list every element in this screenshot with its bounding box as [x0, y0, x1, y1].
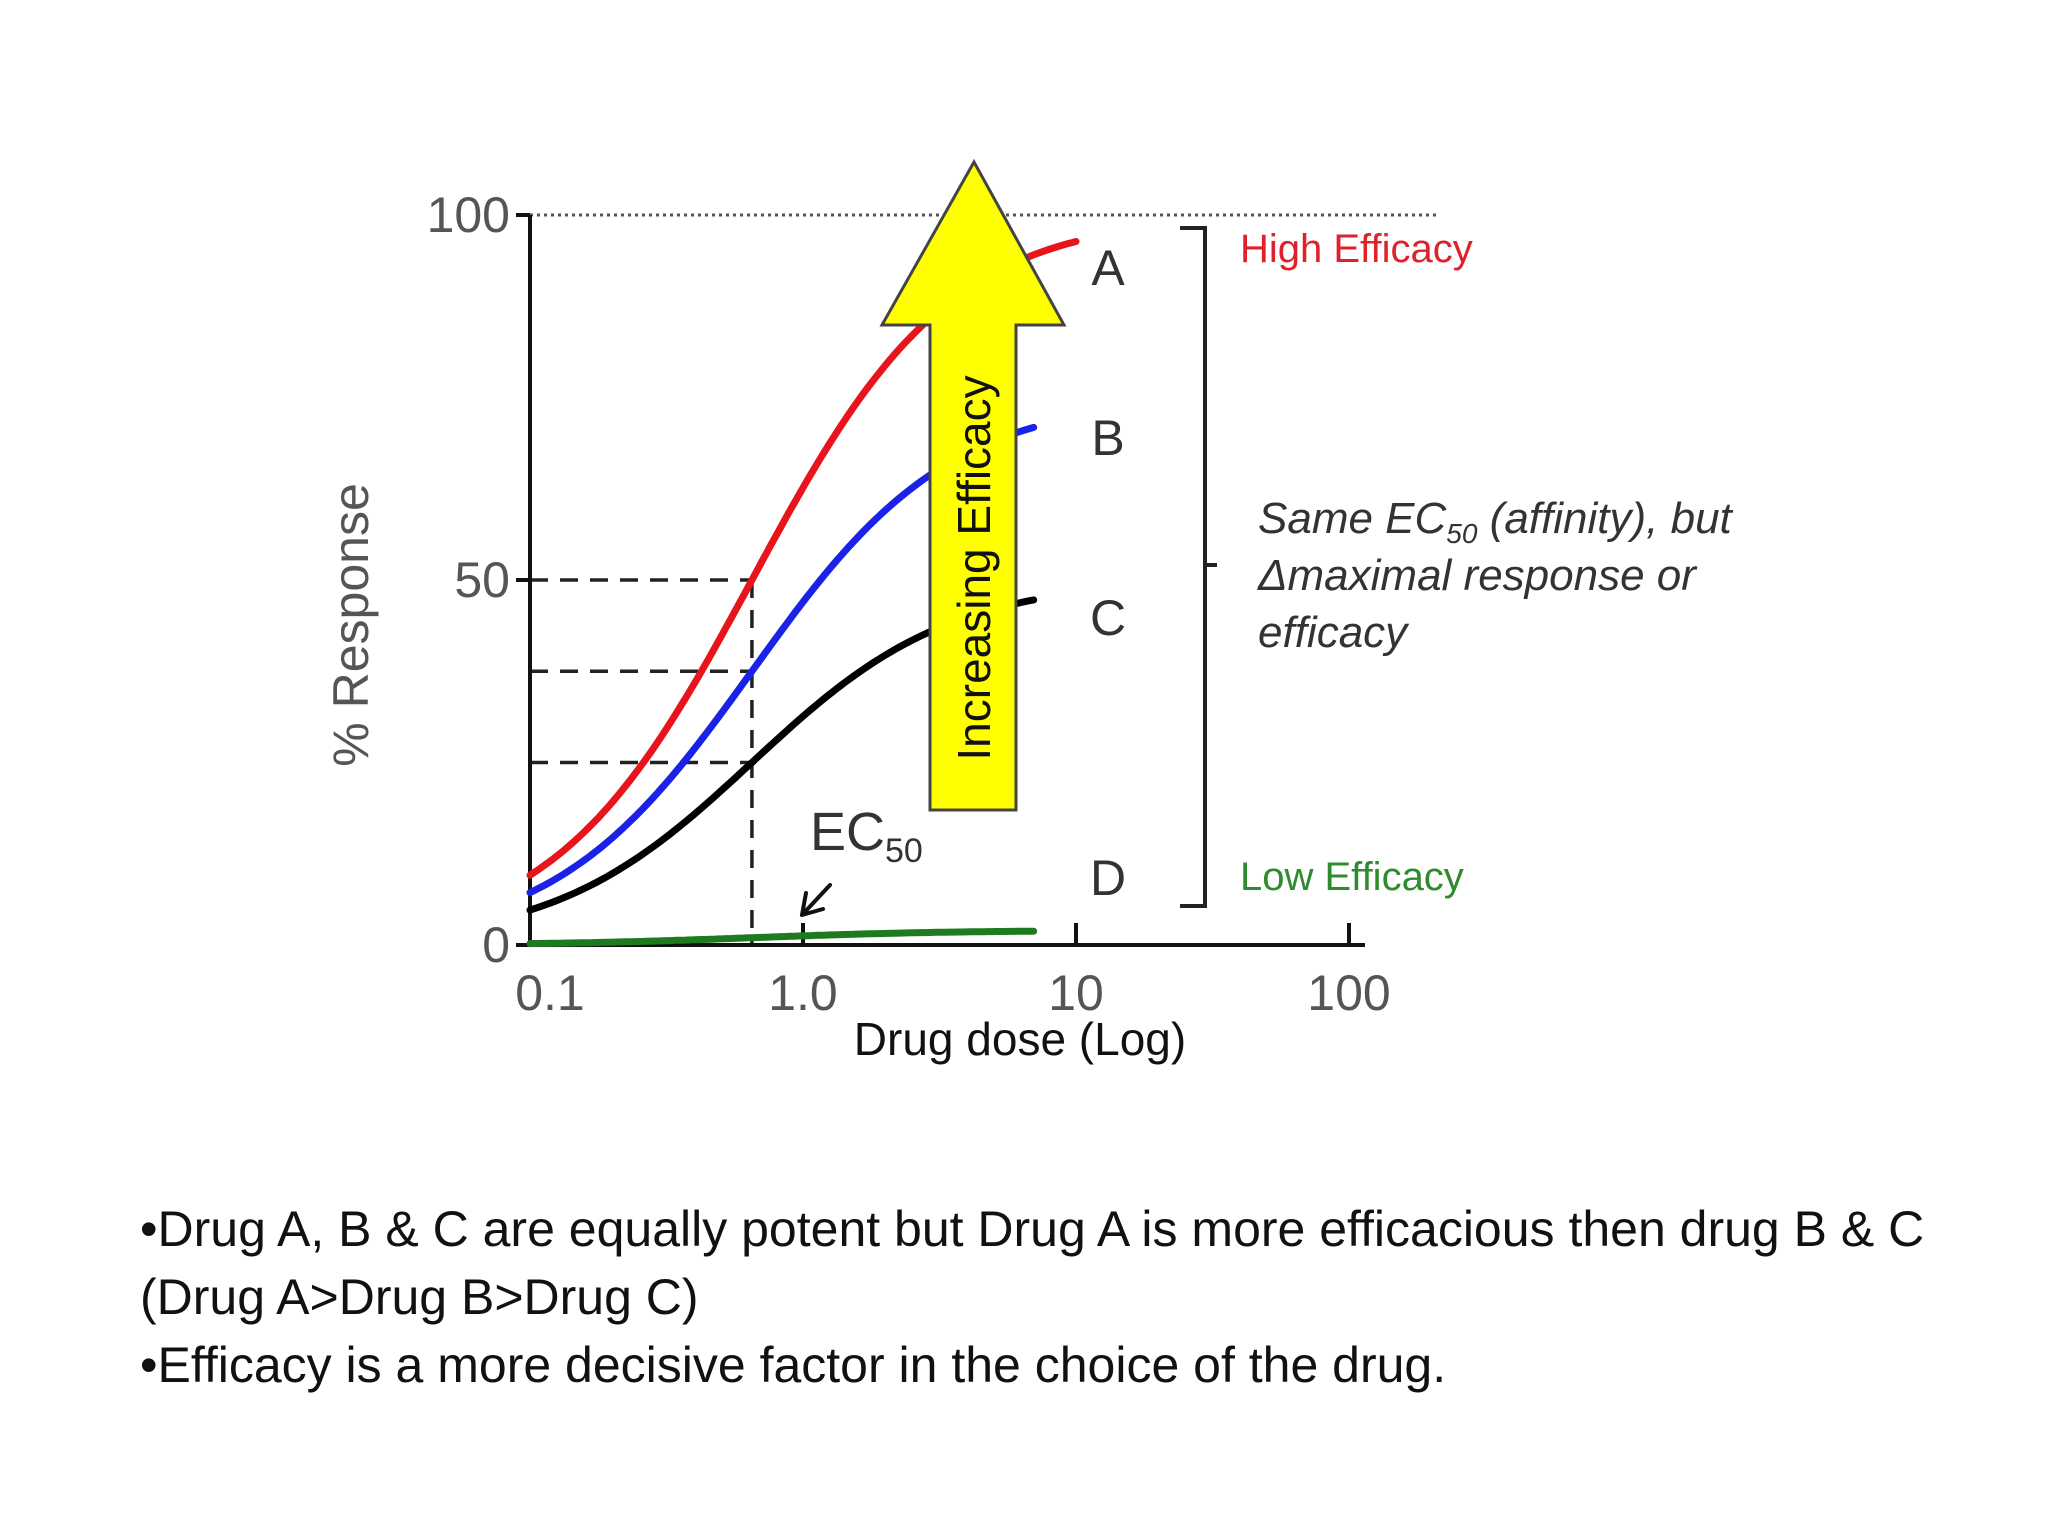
x-tick-label: 1.0 [768, 965, 838, 1021]
x-tick-label: 0.1 [515, 965, 585, 1021]
curve-label-A: A [1091, 240, 1125, 296]
bullet-2: •Efficacy is a more decisive factor in t… [140, 1337, 1447, 1393]
bracket [1180, 226, 1217, 908]
curve-label-C: C [1090, 590, 1126, 646]
curve-label-D: D [1090, 850, 1126, 906]
y-tick-label: 50 [454, 552, 510, 608]
x-tick-label: 100 [1307, 965, 1390, 1021]
y-axis-label: % Response [323, 483, 379, 767]
x-axis-label: Drug dose (Log) [853, 1013, 1187, 1065]
y-tick-label: 100 [427, 187, 510, 243]
curve-labels: A B C D [1090, 240, 1126, 906]
axes: 0.1 1.0 10 100 0 50 100 [427, 187, 1391, 1021]
bullet-list: •Drug A, B & C are equally potent but Dr… [140, 1195, 1960, 1399]
note-line-2: Δmaximal response or [1257, 551, 1698, 600]
yellow-arrow-shape [879, 158, 1067, 812]
increasing-efficacy-arrow: Increasing Efficacy [879, 158, 1067, 812]
y-tick-label: 0 [482, 917, 510, 973]
ec50-pointer-arrow [800, 883, 832, 917]
arrow-label: Increasing Efficacy [948, 375, 1000, 760]
low-efficacy-label: Low Efficacy [1240, 855, 1464, 899]
high-efficacy-label: High Efficacy [1240, 227, 1473, 271]
bullet-1: •Drug A, B & C are equally potent but Dr… [140, 1201, 1925, 1325]
x-tick-label: 10 [1048, 965, 1104, 1021]
note-line-1: Same EC50 (affinity), but [1258, 494, 1734, 549]
curve-label-B: B [1091, 410, 1124, 466]
curve-D [526, 927, 1038, 948]
dose-response-chart: 0.1 1.0 10 100 0 50 100 Increasing Efficacy A B… [323, 158, 1734, 1021]
note-line-3: efficacy [1258, 608, 1410, 657]
ec50-label: EC50 [810, 802, 923, 870]
